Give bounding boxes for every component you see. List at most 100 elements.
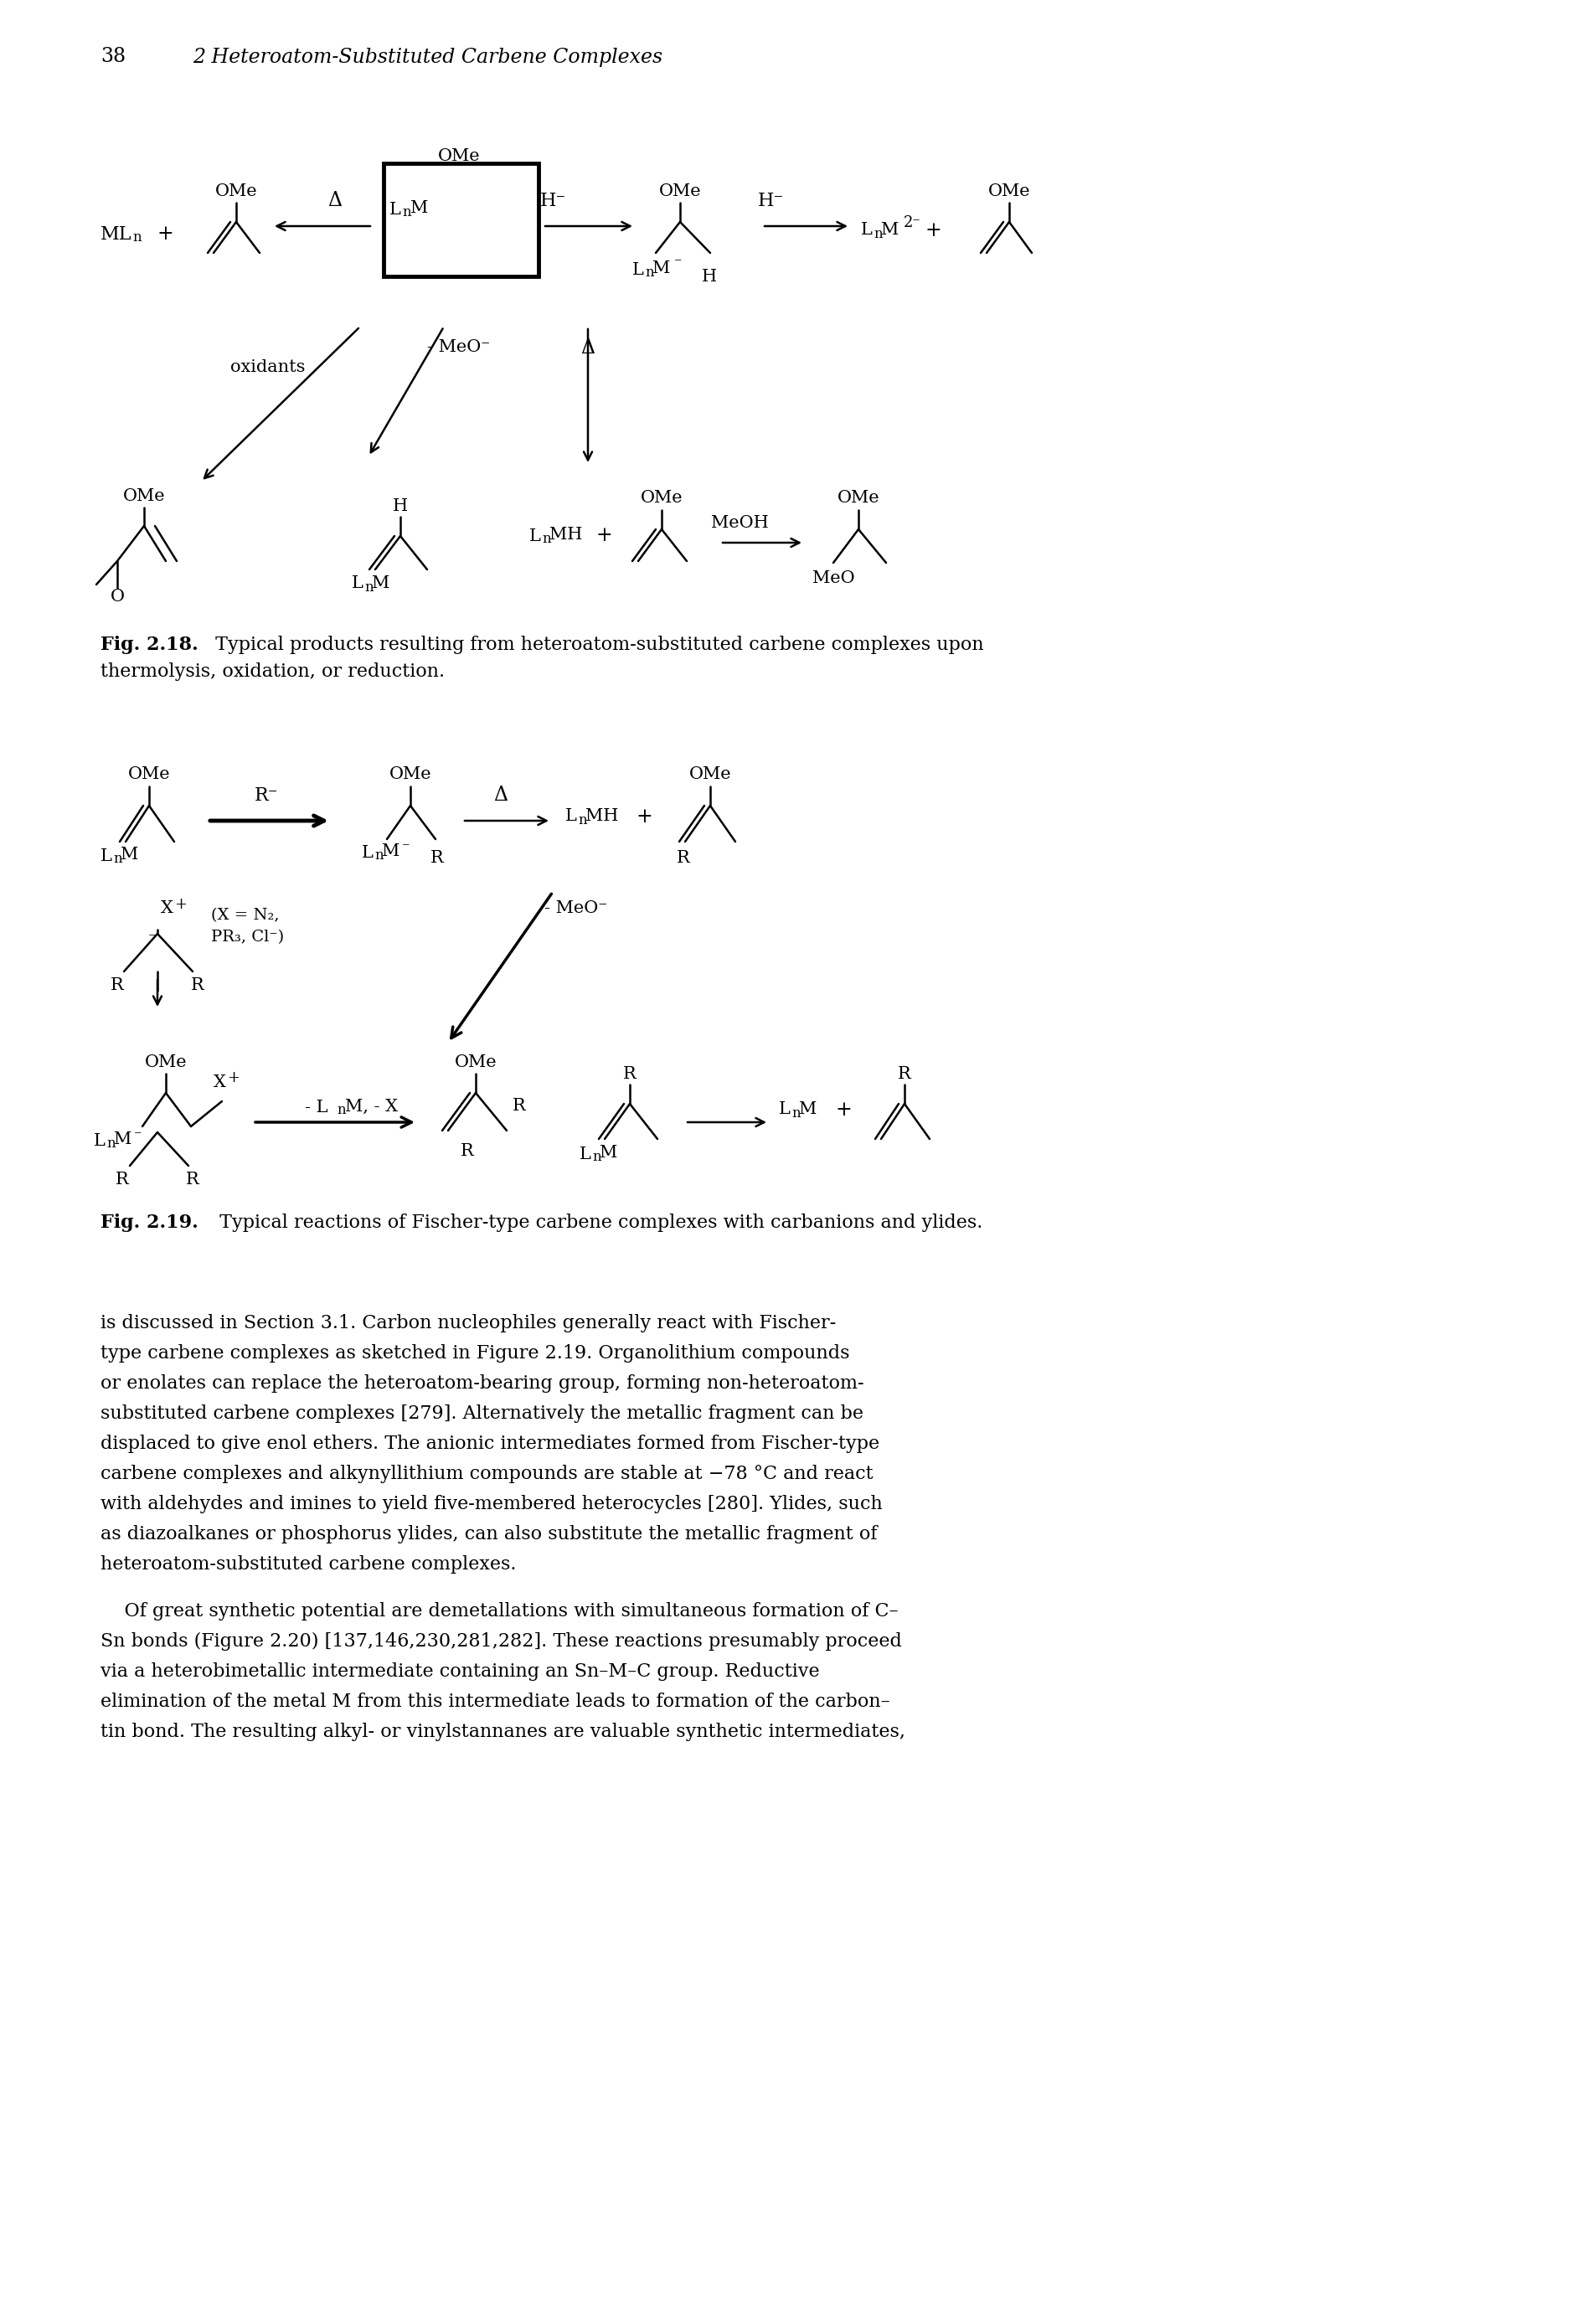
Text: R: R <box>110 978 124 995</box>
Text: M: M <box>113 1132 132 1148</box>
Text: L: L <box>778 1102 791 1118</box>
Text: Of great synthetic potential are demetallations with simultaneous formation of C: Of great synthetic potential are demetal… <box>101 1601 898 1620</box>
Text: ML: ML <box>101 225 132 244</box>
Text: - L: - L <box>305 1099 329 1116</box>
Text: OMe: OMe <box>390 767 432 783</box>
Text: OMe: OMe <box>454 1055 497 1069</box>
Text: Typical reactions of Fischer-type carbene complexes with carbanions and ylides.: Typical reactions of Fischer-type carben… <box>214 1213 982 1232</box>
Text: OMe: OMe <box>689 767 731 783</box>
Text: H⁻: H⁻ <box>539 193 566 209</box>
Text: OMe: OMe <box>123 488 165 504</box>
Text: MH: MH <box>549 528 582 544</box>
Text: OMe: OMe <box>659 184 701 200</box>
Text: n: n <box>593 1150 601 1164</box>
Text: R: R <box>190 978 204 995</box>
Text: H: H <box>393 500 407 514</box>
Text: M: M <box>599 1146 618 1162</box>
Text: MeO: MeO <box>813 569 855 586</box>
Text: ⁻: ⁻ <box>402 839 410 855</box>
Text: L: L <box>390 202 401 218</box>
Text: R: R <box>512 1097 525 1113</box>
Text: R: R <box>461 1143 473 1160</box>
Text: displaced to give enol ethers. The anionic intermediates formed from Fischer-typ: displaced to give enol ethers. The anion… <box>101 1434 879 1452</box>
Text: M: M <box>373 574 390 590</box>
Text: elimination of the metal M from this intermediate leads to formation of the carb: elimination of the metal M from this int… <box>101 1692 890 1710</box>
Text: Sn bonds (Figure 2.20) [137,146,230,281,282]. These reactions presumably proceed: Sn bonds (Figure 2.20) [137,146,230,281,… <box>101 1631 902 1650</box>
Text: M: M <box>382 844 399 860</box>
Text: n: n <box>402 205 410 221</box>
Text: R: R <box>185 1171 200 1188</box>
Text: X: X <box>214 1074 226 1090</box>
Text: +: + <box>174 897 187 911</box>
Text: L: L <box>566 809 577 825</box>
Text: +: + <box>596 525 613 546</box>
Text: 2⁻: 2⁻ <box>904 216 921 230</box>
Text: n: n <box>132 230 141 244</box>
Text: M, - X: M, - X <box>344 1099 398 1113</box>
Text: Δ: Δ <box>329 191 343 211</box>
Text: 38: 38 <box>101 46 126 67</box>
Text: Fig. 2.18.: Fig. 2.18. <box>101 637 198 653</box>
Text: +: + <box>926 221 942 239</box>
Text: n: n <box>113 853 123 867</box>
Text: n: n <box>578 813 586 827</box>
Text: PR₃, Cl⁻): PR₃, Cl⁻) <box>211 930 285 944</box>
Text: - MeO⁻: - MeO⁻ <box>428 339 490 356</box>
Text: M: M <box>799 1102 817 1118</box>
Text: R: R <box>898 1067 912 1081</box>
Text: MH: MH <box>585 809 618 823</box>
Text: L: L <box>101 848 112 865</box>
Text: Fig. 2.19.: Fig. 2.19. <box>101 1213 198 1232</box>
Text: ⁻: ⁻ <box>148 930 156 946</box>
Bar <box>384 163 539 277</box>
Text: thermolysis, oxidation, or reduction.: thermolysis, oxidation, or reduction. <box>101 662 445 681</box>
Text: with aldehydes and imines to yield five-membered heterocycles [280]. Ylides, suc: with aldehydes and imines to yield five-… <box>101 1494 882 1513</box>
Text: ⁻: ⁻ <box>674 256 682 270</box>
Text: n: n <box>791 1106 800 1120</box>
Text: OMe: OMe <box>215 184 258 200</box>
Text: R: R <box>676 851 690 867</box>
Text: ⁻: ⁻ <box>134 1127 141 1143</box>
Text: n: n <box>645 265 654 281</box>
Text: L: L <box>352 576 363 593</box>
Text: H⁻: H⁻ <box>758 193 783 209</box>
Text: (X = N₂,: (X = N₂, <box>211 909 280 923</box>
Text: L: L <box>861 223 872 239</box>
Text: R: R <box>116 1171 129 1188</box>
Text: as diazoalkanes or phosphorus ylides, can also substitute the metallic fragment : as diazoalkanes or phosphorus ylides, ca… <box>101 1525 877 1543</box>
Text: or enolates can replace the heteroatom-bearing group, forming non-heteroatom-: or enolates can replace the heteroatom-b… <box>101 1373 865 1392</box>
Text: L: L <box>530 528 541 544</box>
Text: Typical products resulting from heteroatom-substituted carbene complexes upon: Typical products resulting from heteroat… <box>209 637 984 653</box>
Text: L: L <box>632 263 645 277</box>
Text: M: M <box>410 200 428 216</box>
Text: type carbene complexes as sketched in Figure 2.19. Organolithium compounds: type carbene complexes as sketched in Fi… <box>101 1343 849 1362</box>
Text: M: M <box>121 848 138 862</box>
Text: +: + <box>157 225 174 244</box>
Text: OMe: OMe <box>640 490 682 507</box>
Text: +: + <box>637 806 652 825</box>
Text: M: M <box>880 221 899 237</box>
Text: n: n <box>374 848 384 862</box>
Text: OMe: OMe <box>987 184 1030 200</box>
Text: MeOH: MeOH <box>711 516 769 532</box>
Text: heteroatom-substituted carbene complexes.: heteroatom-substituted carbene complexes… <box>101 1555 516 1573</box>
Text: carbene complexes and alkynyllithium compounds are stable at −78 °C and react: carbene complexes and alkynyllithium com… <box>101 1464 872 1483</box>
Text: is discussed in Section 3.1. Carbon nucleophiles generally react with Fischer-: is discussed in Section 3.1. Carbon nucl… <box>101 1313 836 1332</box>
Text: n: n <box>107 1136 115 1150</box>
Text: L: L <box>362 844 374 860</box>
Text: tin bond. The resulting alkyl- or vinylstannanes are valuable synthetic intermed: tin bond. The resulting alkyl- or vinyls… <box>101 1722 905 1741</box>
Text: Δ: Δ <box>580 337 596 358</box>
Text: substituted carbene complexes [279]. Alternatively the metallic fragment can be: substituted carbene complexes [279]. Alt… <box>101 1404 863 1422</box>
Text: R: R <box>431 851 443 867</box>
Text: n: n <box>336 1104 346 1118</box>
Text: R: R <box>623 1067 637 1081</box>
Text: +: + <box>836 1099 852 1120</box>
Text: via a heterobimetallic intermediate containing an Sn–M–C group. Reductive: via a heterobimetallic intermediate cont… <box>101 1662 819 1680</box>
Text: n: n <box>542 532 550 546</box>
Text: L: L <box>580 1146 591 1162</box>
Text: n: n <box>365 581 373 595</box>
Text: n: n <box>874 225 882 242</box>
Text: Δ: Δ <box>494 786 508 804</box>
Text: - MeO⁻: - MeO⁻ <box>544 902 607 916</box>
Text: +: + <box>226 1071 239 1085</box>
